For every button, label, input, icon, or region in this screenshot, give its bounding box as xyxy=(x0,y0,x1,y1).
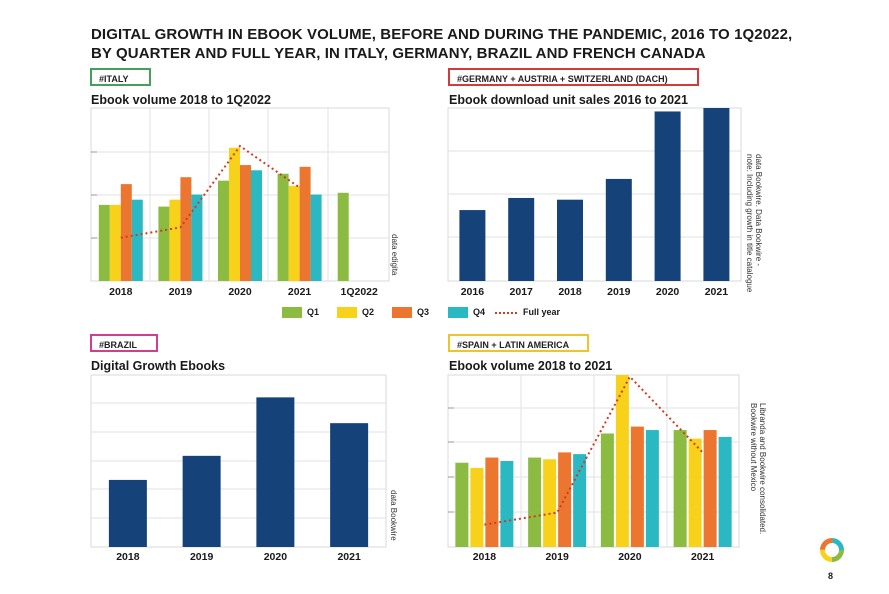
italy-bar-q1 xyxy=(337,192,349,281)
italy-x-tick-label: 1Q2022 xyxy=(341,286,379,298)
dach-x-tick-label: 2018 xyxy=(558,286,582,298)
spain-bar-q1 xyxy=(528,457,542,547)
italy-bar-q3 xyxy=(180,177,192,281)
title-line-1: DIGITAL GROWTH IN EBOOK VOLUME, BEFORE A… xyxy=(91,26,793,43)
spain-tag: #SPAIN + LATIN AMERICA xyxy=(448,334,589,352)
italy-tag: #ITALY xyxy=(90,68,151,86)
italy-bar-q1 xyxy=(158,206,170,281)
legend-swatch-q4 xyxy=(448,307,468,318)
dach-bar xyxy=(459,210,486,281)
page-title: DIGITAL GROWTH IN EBOOK VOLUME, BEFORE A… xyxy=(91,25,851,63)
spain-bar-q4 xyxy=(573,454,587,547)
italy-bar-q2 xyxy=(109,204,121,281)
italy-x-tick-label: 2018 xyxy=(109,286,133,298)
italy-source-note: data edigita xyxy=(390,234,399,276)
dach-chart-title: Ebook download unit sales 2016 to 2021 xyxy=(449,93,688,107)
italy-x-tick-label: 2020 xyxy=(228,286,252,298)
spain-bar-q2 xyxy=(688,438,702,547)
legend-swatch-q2 xyxy=(337,307,357,318)
brazil-bar xyxy=(108,479,147,547)
title-line-2: BY QUARTER AND FULL YEAR, IN ITALY, GERM… xyxy=(91,45,706,62)
italy-chart-title: Ebook volume 2018 to 1Q2022 xyxy=(91,93,271,107)
page-number: 8 xyxy=(828,571,834,581)
spain-source-note: Libranda and Bookwire consolidated. Book… xyxy=(749,403,767,534)
dach-bar xyxy=(703,108,730,281)
legend-swatch-q1 xyxy=(282,307,302,318)
italy-bar-q3 xyxy=(120,184,132,281)
brazil-bar xyxy=(256,397,295,547)
brazil-x-tick-label: 2020 xyxy=(264,551,288,563)
legend-label-q2: Q2 xyxy=(362,307,375,317)
italy-bar-q4 xyxy=(191,194,203,281)
spain-bar-q3 xyxy=(703,430,717,547)
spain-chart-title: Ebook volume 2018 to 2021 xyxy=(449,359,613,373)
italy-bar-q4 xyxy=(131,199,143,281)
spain-bar-q2 xyxy=(543,459,557,547)
italy-bar-q2 xyxy=(229,147,240,281)
brazil-tag: #BRAZIL xyxy=(90,334,158,352)
dach-source-note: data Bookwire. Data Bookwire - note: Inc… xyxy=(745,154,763,292)
dach-tag: #GERMANY + AUSTRIA + SWITZERLAND (DACH) xyxy=(448,68,699,86)
spain-x-tick-label: 2019 xyxy=(545,551,569,563)
spain-bar-q3 xyxy=(558,452,572,547)
dach-source-line-1: data Bookwire. Data Bookwire - xyxy=(754,154,763,267)
italy-bar-q1 xyxy=(98,204,110,281)
spain-bar-q2 xyxy=(470,467,484,547)
legend-label-q1: Q1 xyxy=(307,307,320,317)
brazil-x-tick-label: 2021 xyxy=(337,551,361,563)
brazil-bar xyxy=(330,423,369,547)
brazil-bar xyxy=(182,455,221,547)
brazil-x-tick-label: 2018 xyxy=(116,551,140,563)
spain-bar-q4 xyxy=(645,430,659,547)
spain-line-full-year xyxy=(484,375,704,526)
spain-bar-q3 xyxy=(485,457,499,547)
legend-label-q3: Q3 xyxy=(417,307,430,317)
italy-bar-q4 xyxy=(251,170,262,281)
brazil-chart-title: Digital Growth Ebooks xyxy=(91,359,226,373)
italy-bar-q3 xyxy=(299,166,311,281)
dach-bar xyxy=(508,197,535,281)
dach-bar xyxy=(654,111,681,282)
italy-bar-q1 xyxy=(218,180,229,281)
spain-x-tick-label: 2020 xyxy=(618,551,642,563)
dach-x-tick-label: 2016 xyxy=(461,286,485,298)
brazil-x-tick-label: 2019 xyxy=(190,551,214,563)
italy-bar-q4 xyxy=(310,194,322,281)
spain-x-tick-label: 2021 xyxy=(691,551,715,563)
dach-bar xyxy=(557,199,583,281)
brazil-source-note: data Bookwire xyxy=(389,490,398,541)
italy-line-full-year xyxy=(120,144,301,239)
spain-bar-q4 xyxy=(718,436,732,547)
spain-bar-q3 xyxy=(630,426,644,547)
spain-x-tick-label: 2018 xyxy=(473,551,497,563)
brand-logo-icon xyxy=(820,538,844,562)
italy-bar-q1 xyxy=(277,173,289,281)
dach-x-tick-label: 2017 xyxy=(510,286,534,298)
spain-source-line-2: Bookwire without Mexico xyxy=(749,403,758,492)
legend-label-full-year: Full year xyxy=(523,307,561,317)
spain-bar-q2 xyxy=(615,375,629,547)
spain-bar-q1 xyxy=(673,430,687,547)
legend-line-full-year xyxy=(495,312,517,314)
spain-bar-q4 xyxy=(500,461,514,547)
dach-x-tick-label: 2019 xyxy=(607,286,631,298)
legend-swatch-q3 xyxy=(392,307,412,318)
dach-bar xyxy=(605,178,632,281)
italy-bar-q2 xyxy=(288,185,300,281)
italy-x-tick-label: 2019 xyxy=(169,286,193,298)
spain-source-line-1: Libranda and Bookwire consolidated. xyxy=(758,403,767,535)
dach-source-line-2: note: Including growth in title catalogu… xyxy=(745,154,754,293)
dach-x-tick-label: 2020 xyxy=(656,286,680,298)
italy-bar-q2 xyxy=(169,199,181,281)
spain-bar-q1 xyxy=(600,433,614,547)
italy-x-tick-label: 2021 xyxy=(288,286,312,298)
spain-bar-q1 xyxy=(455,462,469,547)
italy-bar-q3 xyxy=(240,165,251,281)
dach-x-tick-label: 2021 xyxy=(705,286,729,298)
legend-label-q4: Q4 xyxy=(473,307,486,317)
